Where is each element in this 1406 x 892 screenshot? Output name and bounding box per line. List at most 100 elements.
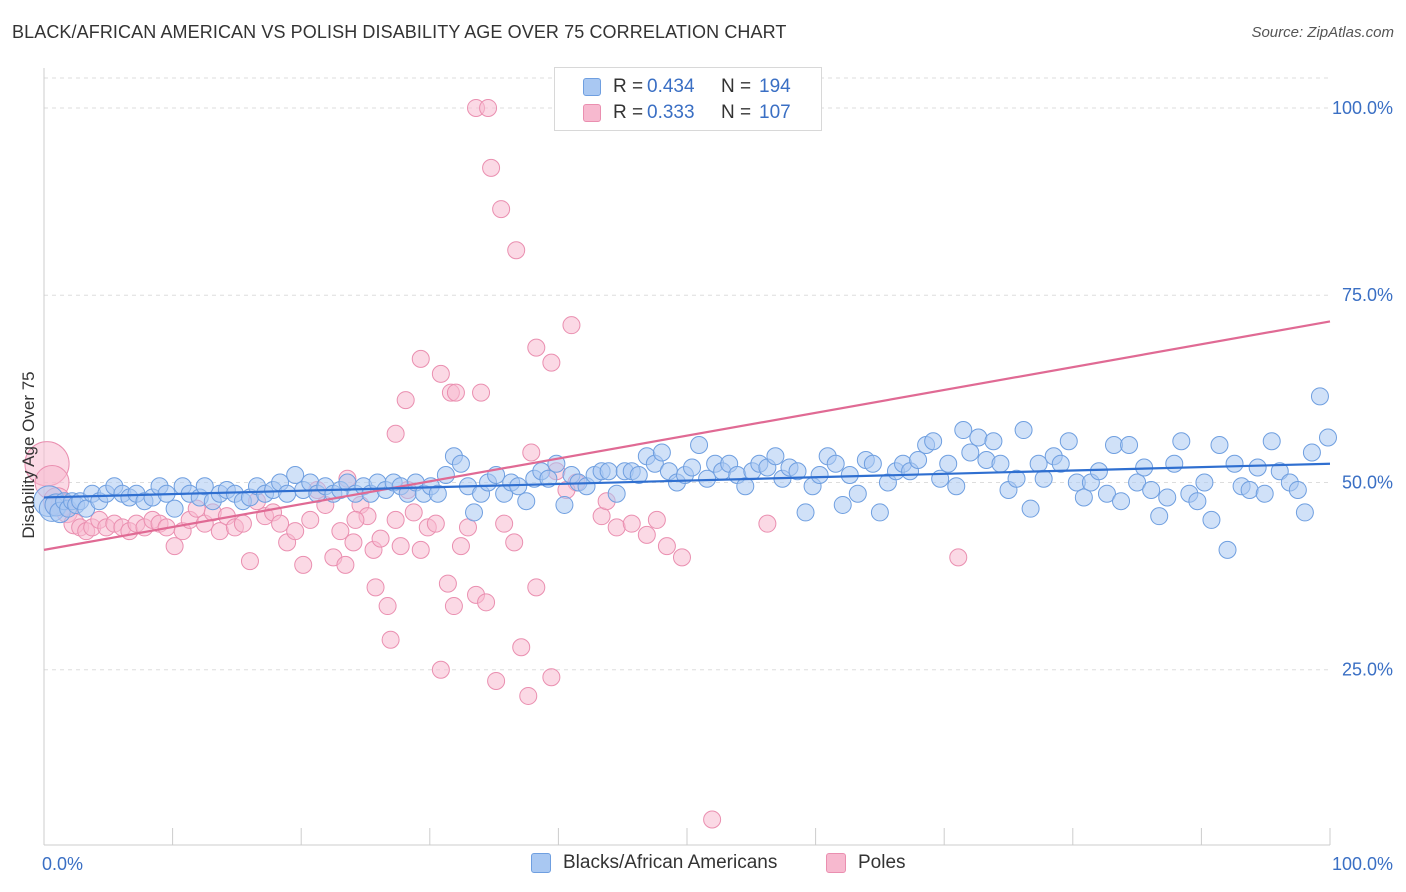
poles-point-60	[458, 518, 477, 537]
poles-point-71	[386, 424, 405, 443]
poles-point-55	[426, 514, 445, 533]
y-tick-label-50: 50.0%	[1342, 472, 1393, 492]
legend-item-poles[interactable]: Poles	[826, 852, 906, 874]
poles-point-80	[527, 338, 546, 357]
blacks-point-146	[1104, 436, 1123, 455]
poles-point-62	[477, 593, 496, 612]
blacks-point-92	[698, 469, 717, 488]
blacks-point-154	[1165, 454, 1184, 473]
blacks-point-109	[826, 454, 845, 473]
poles-point-96	[672, 548, 691, 567]
poles-point-82	[562, 316, 581, 335]
legend-row-blacks: R = 0.434 N = 194	[583, 74, 791, 100]
blacks-point-148	[1120, 436, 1139, 455]
poles-point-29	[240, 552, 259, 571]
blacks-point-125	[947, 477, 966, 496]
poles-point-65	[505, 533, 524, 552]
blacks-point-147	[1112, 492, 1131, 511]
poles-point-79	[507, 241, 526, 260]
blacks-point-171	[1295, 503, 1314, 522]
blacks-point-79	[599, 462, 618, 481]
poles-point-70	[396, 391, 415, 410]
blacks-point-166	[1255, 484, 1274, 503]
blacks-point-149	[1128, 473, 1147, 492]
blacks-points	[33, 387, 1337, 559]
chart-title: BLACK/AFRICAN AMERICAN VS POLISH DISABIL…	[12, 22, 787, 42]
poles-point-19	[165, 537, 184, 556]
blacks-point-57	[436, 465, 455, 484]
blacks-point-73	[555, 495, 574, 514]
blacks-point-136	[1029, 454, 1048, 473]
blacks-point-104	[788, 462, 807, 481]
x-tick-min: 0.0%	[42, 854, 83, 874]
poles-point-47	[371, 529, 390, 548]
blacks-point-126	[954, 421, 973, 440]
poles-point-92	[607, 518, 626, 537]
poles-point-63	[487, 671, 506, 690]
blacks-point-174	[1318, 428, 1337, 447]
poles-point-103	[381, 630, 400, 649]
legend-label-blacks: Blacks/African Americans	[563, 852, 778, 873]
poles-point-48	[378, 597, 397, 616]
poles-point-56	[431, 660, 450, 679]
blacks-trend-line	[43, 462, 1331, 499]
blacks-point-86	[652, 443, 671, 462]
blacks-point-131	[991, 454, 1010, 473]
blacks-point-139	[1051, 454, 1070, 473]
blacks-point-122	[924, 432, 943, 451]
blacks-point-140	[1059, 432, 1078, 451]
blacks-point-173	[1310, 387, 1329, 406]
blacks-point-111	[840, 465, 859, 484]
poles-point-73	[431, 364, 450, 383]
poles-point-106	[647, 510, 666, 529]
blacks-point-37	[286, 465, 305, 484]
poles-point-93	[622, 514, 641, 533]
blacks-point-90	[683, 458, 702, 477]
blacks-point-157	[1188, 492, 1207, 511]
blacks-point-165	[1248, 458, 1267, 477]
poles-point-37	[301, 510, 320, 529]
blacks-point-130	[984, 432, 1003, 451]
blue-swatch	[583, 78, 601, 96]
blacks-point-114	[863, 454, 882, 473]
blacks-point-115	[870, 503, 889, 522]
poles-point-72	[411, 349, 430, 368]
axis-layer: 25.0% 50.0% 75.0% 100.0%	[43, 68, 1393, 846]
blacks-point-21	[165, 499, 184, 518]
y-tick-label-100: 100.0%	[1332, 98, 1393, 118]
blacks-point-101	[766, 447, 785, 466]
poles-point-81	[542, 353, 561, 372]
blacks-point-124	[939, 454, 958, 473]
blacks-point-71	[539, 469, 558, 488]
poles-point-50	[391, 537, 410, 556]
poles-point-76	[472, 383, 491, 402]
poles-point-66	[512, 638, 531, 657]
blacks-point-36	[278, 484, 297, 503]
poles-trend-line	[43, 320, 1331, 551]
poles-point-25	[210, 522, 229, 541]
chart-source: Source: ZipAtlas.com	[1251, 24, 1394, 41]
blacks-point-133	[1007, 469, 1026, 488]
blacks-point-68	[517, 492, 536, 511]
blacks-point-56	[428, 484, 447, 503]
poles-point-91	[592, 507, 611, 526]
blacks-point-80	[607, 484, 626, 503]
poles-point-95	[657, 537, 676, 556]
poles-point-43	[344, 533, 363, 552]
blacks-point-162	[1225, 454, 1244, 473]
legend-label-poles: Poles	[858, 852, 906, 873]
blacks-point-153	[1158, 488, 1177, 507]
blacks-point-25	[195, 477, 214, 496]
poles-point-68	[527, 578, 546, 597]
pink-swatch	[583, 104, 601, 122]
r-value: 0.333	[647, 102, 695, 123]
blacks-point-59	[451, 454, 470, 473]
legend-item-blacks[interactable]: Blacks/African Americans	[531, 852, 777, 874]
blacks-point-97	[736, 477, 755, 496]
y-tick-label-75: 75.0%	[1342, 285, 1393, 305]
poles-point-100	[336, 555, 355, 574]
pink-swatch	[826, 853, 846, 873]
blacks-point-170	[1288, 480, 1307, 499]
blacks-point-158	[1195, 473, 1214, 492]
